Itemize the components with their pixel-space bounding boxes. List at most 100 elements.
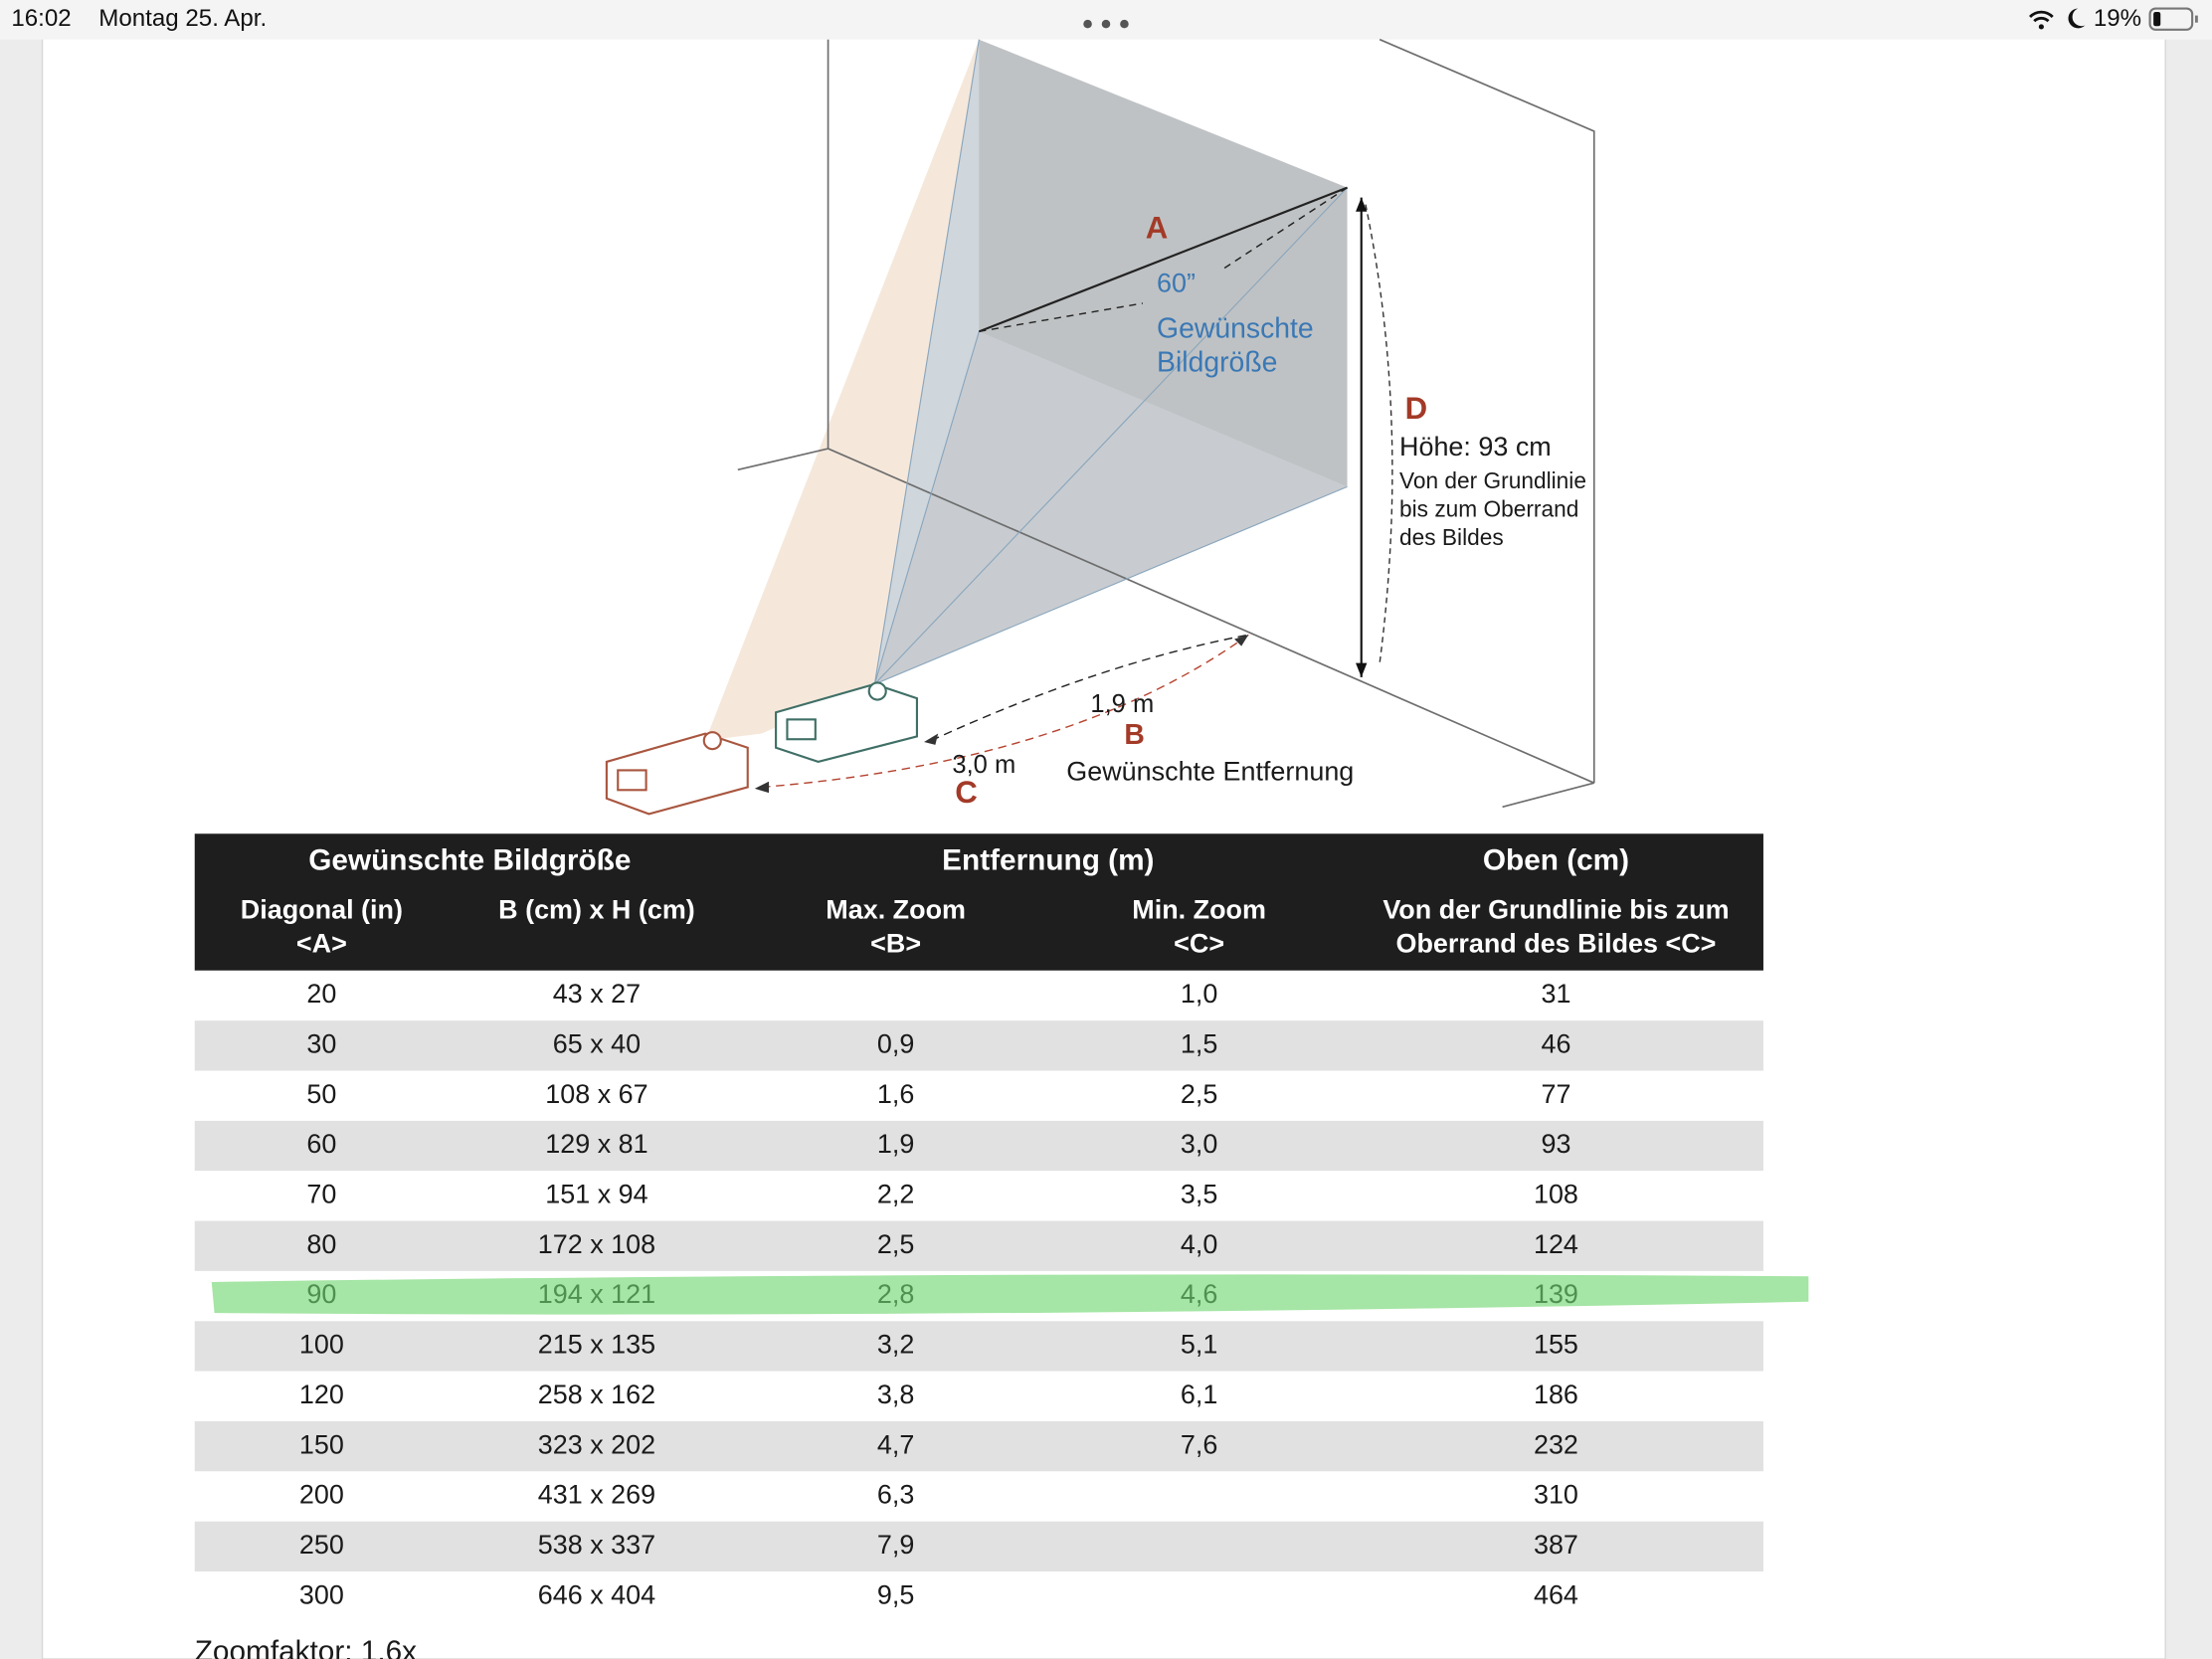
table-cell: 6,3 [877,1480,914,1510]
table-cell: 646 x 404 [538,1579,655,1609]
table-cell: 431 x 269 [538,1480,655,1510]
table-row [194,970,1763,1021]
table-cell: 3,8 [877,1380,914,1409]
table-cell: 2,5 [1181,1079,1217,1109]
group-header: Oben (cm) [1483,843,1629,876]
table-cell: 464 [1534,1579,1578,1609]
table-cell: 6,1 [1181,1380,1217,1409]
table-cell: 150 [299,1429,344,1459]
table-cell: 323 x 202 [538,1429,655,1459]
zoom-factor: Zoomfaktor: 1,6x [195,1635,417,1659]
label-d: D [1405,391,1428,426]
table-cell: 120 [299,1380,344,1409]
table-cell: 90 [306,1279,336,1309]
table-cell: 50 [306,1079,336,1109]
table-cell: 258 x 162 [538,1380,655,1409]
table-cell: 46 [1541,1028,1570,1058]
table-cell: 232 [1534,1429,1578,1459]
table-cell: 139 [1534,1279,1578,1309]
height-note: bis zum Oberrand [1399,495,1578,521]
table-row [194,1220,1763,1271]
table-cell: 1,0 [1181,979,1217,1009]
label-b: B [1124,719,1144,751]
table-cell: 250 [299,1530,344,1560]
table-cell: 310 [1534,1480,1578,1510]
clock: 16:02 [11,5,71,32]
table-cell: 194 x 121 [538,1279,655,1309]
column-header: Max. Zoom [826,894,966,924]
table-cell: 31 [1541,979,1570,1009]
table-cell: 7,9 [877,1530,914,1560]
battery-level: 19% [2094,5,2141,32]
column-header: Diagonal (in) [241,894,403,924]
table-cell: 2,2 [877,1180,914,1209]
table-cell: 186 [1534,1380,1578,1409]
table-cell: 4,6 [1181,1279,1217,1309]
multitask-dots[interactable] [1083,19,1129,29]
table-cell: 1,9 [877,1129,914,1159]
table-cell: 3,0 [1181,1129,1217,1159]
table-cell: 2,8 [877,1279,914,1309]
table-row [194,1521,1763,1572]
status-icons [2028,7,2198,31]
date: Montag 25. Apr. [98,5,267,32]
table-row [194,1371,1763,1422]
table-row [194,1321,1763,1372]
group-header: Entfernung (m) [942,843,1154,876]
distance-caption: Gewünschte Entfernung [1066,756,1354,786]
table-row [194,1471,1763,1522]
table-cell: 151 x 94 [545,1180,647,1209]
table-cell: 5,1 [1181,1330,1217,1360]
diagonal-size: 60” [1157,269,1196,298]
column-header: <C> [1174,928,1224,958]
group-header: Gewünschte Bildgröße [308,843,631,876]
height-value: Höhe: 93 cm [1399,432,1552,461]
table-cell: 80 [306,1229,336,1259]
column-header: <A> [296,928,347,958]
table-cell: 4,0 [1181,1229,1217,1259]
table-cell: 7,6 [1181,1429,1217,1459]
table-row [194,1421,1763,1472]
table-cell: 155 [1534,1330,1578,1360]
table-cell: 9,5 [877,1579,914,1609]
table-header [194,833,1763,971]
table-cell: 43 x 27 [553,979,641,1009]
highlight-stroke [211,1274,1809,1315]
distance-b: 1,9 m [1090,690,1154,718]
column-header: Oberrand des Bildes <C> [1396,928,1717,958]
height-note: des Bildes [1399,524,1504,550]
table-cell: 100 [299,1330,344,1360]
table-cell: 0,9 [877,1028,914,1058]
column-header: <B> [870,928,921,958]
table-cell: 1,6 [877,1079,914,1109]
table-cell: 124 [1534,1229,1578,1259]
table-row [194,1020,1763,1071]
table-cell: 93 [1541,1129,1570,1159]
distance-c: 3,0 m [952,751,1015,779]
table-cell: 30 [306,1028,336,1058]
table-row [194,1171,1763,1221]
label-a: A [1146,210,1169,245]
column-header: Min. Zoom [1132,894,1266,924]
table-cell: 77 [1541,1079,1570,1109]
table-cell: 65 x 40 [553,1028,641,1058]
table-cell: 387 [1534,1530,1578,1560]
table-cell: 538 x 337 [538,1530,655,1560]
table-cell: 2,5 [877,1229,914,1259]
table-cell: 108 [1534,1180,1578,1209]
height-note: Von der Grundlinie [1399,467,1586,493]
table-cell: 108 x 67 [545,1079,647,1109]
label-c: C [955,775,978,810]
table-row [194,1070,1763,1121]
table-cell: 300 [299,1579,344,1609]
table-cell: 129 x 81 [545,1129,647,1159]
table-cell: 4,7 [877,1429,914,1459]
table-cell: 3,5 [1181,1180,1217,1209]
table-cell: 200 [299,1480,344,1510]
table-cell: 20 [306,979,336,1009]
image-size-caption: Gewünschte [1157,312,1314,344]
table-cell: 3,2 [877,1330,914,1360]
image-size-caption: Bildgröße [1157,346,1277,378]
column-header: Von der Grundlinie bis zum [1382,894,1729,924]
